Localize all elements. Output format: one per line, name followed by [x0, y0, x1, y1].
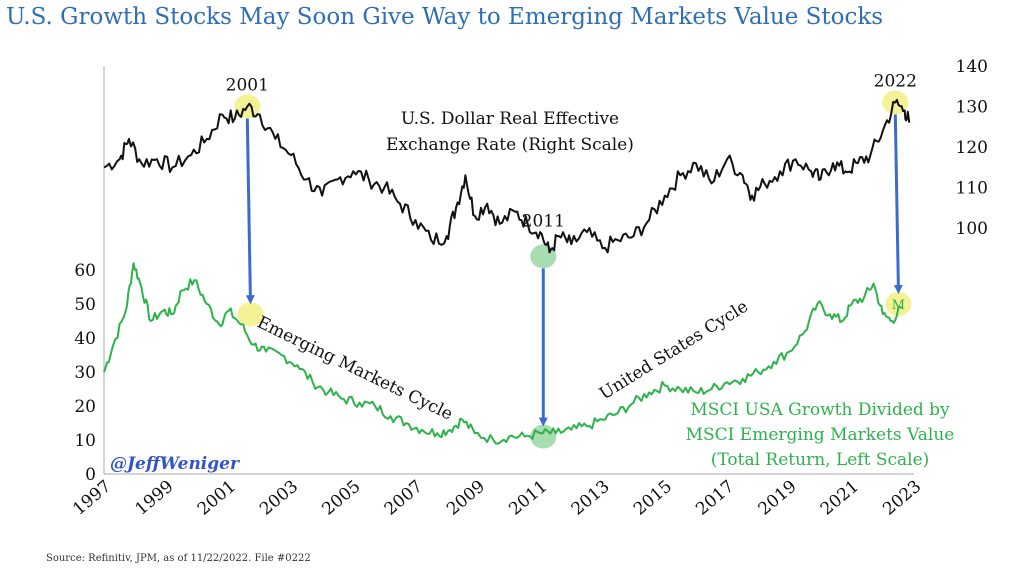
y-right-tick-label: 140: [956, 57, 988, 77]
y-left-tick-label: 30: [74, 363, 96, 383]
x-tick-label: 2017: [692, 477, 738, 520]
y-right-tick-label: 130: [956, 98, 988, 118]
arrow-a2001: [245, 118, 255, 305]
usd-reer-line: [103, 98, 911, 254]
y-left-tick-label: 50: [74, 295, 96, 315]
source-note: Source: Refinitiv, JPM, as of 11/22/2022…: [46, 553, 311, 564]
x-tick-label: 2007: [381, 477, 427, 520]
x-tick-label: 2001: [194, 477, 240, 520]
usd-series-label-line2: Exchange Rate (Right Scale): [386, 135, 634, 155]
emerging-markets-cycle-label: Emerging Markets Cycle: [254, 313, 456, 425]
usd-series-label-line1: U.S. Dollar Real Effective: [401, 109, 619, 129]
annotation-labels: 2001 2011 2022 M: [226, 71, 917, 313]
msci-series-label-line2: MSCI Emerging Markets Value: [686, 425, 955, 445]
msci-ratio-line: [103, 262, 902, 445]
y-left-tick-label: 60: [74, 261, 96, 281]
x-tick-label: 2003: [256, 477, 302, 520]
x-tick-label: 2019: [755, 477, 801, 520]
y-left-tick-label: 20: [74, 397, 96, 417]
x-tick-label: 2005: [318, 477, 364, 520]
x-axis-ticks: 1997 1999 2001 2003 2005 2007 2009 2011 2013 2015…: [69, 477, 925, 520]
y-left-tick-label: 0: [85, 465, 96, 485]
x-tick-label: 2023: [879, 477, 925, 520]
annotation-year-a2001_top: 2001: [226, 76, 269, 96]
x-tick-label: 1999: [132, 477, 178, 520]
united-states-cycle-label: United States Cycle: [596, 297, 752, 405]
annotation-marker-a2022_bot: [885, 292, 912, 316]
msci-series-label-line1: MSCI USA Growth Divided by: [690, 400, 950, 420]
annotation-year-a2022_top: 2022: [874, 71, 917, 91]
y-right-tick-label: 100: [956, 219, 988, 239]
arrow-a2022: [893, 114, 903, 294]
series-lines: [103, 98, 911, 445]
chart-title: U.S. Growth Stocks May Soon Give Way to …: [6, 4, 884, 30]
annotation-marker-a2001_bot: [237, 302, 264, 327]
x-tick-label: 2013: [568, 477, 614, 520]
x-tick-label: 2011: [505, 477, 551, 520]
y-right-tick-label: 110: [956, 179, 988, 199]
y-axis-right-ticks: 100 110 120 130 140: [956, 57, 988, 239]
x-tick-label: 2009: [443, 477, 489, 520]
x-tick-label: 2021: [817, 477, 863, 520]
annotation-mark-a2022_bot: M: [892, 298, 905, 313]
watermark: @JeffWeniger: [110, 454, 240, 474]
annotation-arrows: [245, 114, 903, 427]
annotation-year-a2011_top: 2011: [522, 211, 565, 231]
y-left-tick-label: 40: [74, 329, 96, 349]
msci-series-label-line3: (Total Return, Left Scale): [711, 450, 930, 470]
x-tick-label: 2015: [630, 477, 676, 520]
y-left-tick-label: 10: [74, 431, 96, 451]
y-right-tick-label: 120: [956, 138, 988, 158]
y-axis-left-ticks: 0 10 20 30 40 50 60: [74, 261, 96, 485]
